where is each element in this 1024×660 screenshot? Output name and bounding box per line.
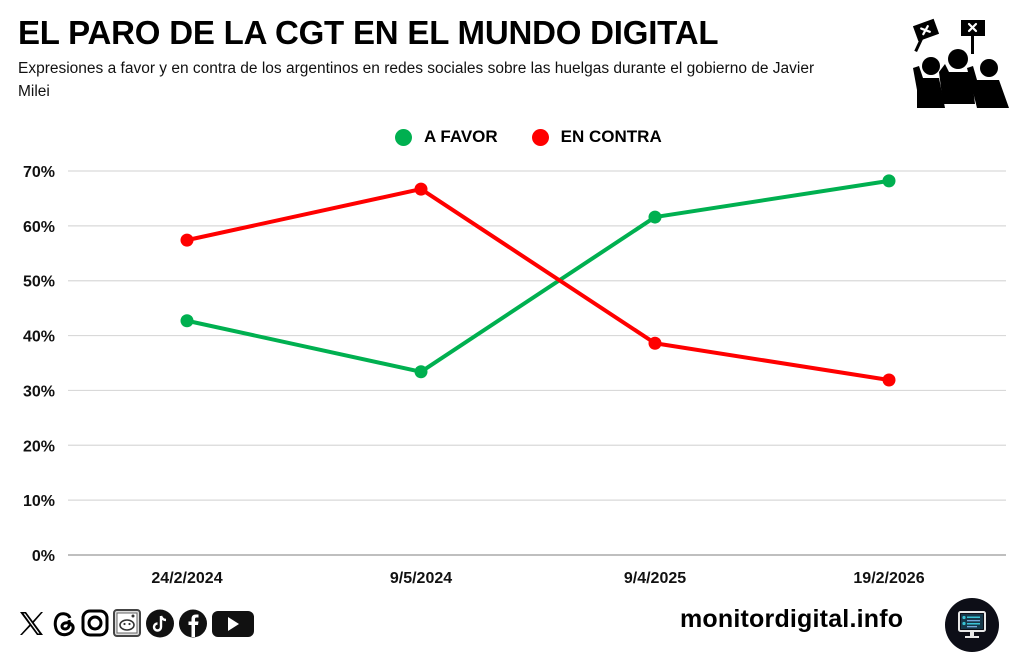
facebook-icon[interactable] xyxy=(178,608,208,639)
contra-data-point xyxy=(648,336,662,350)
legend-item-favor: A FAVOR xyxy=(395,127,498,147)
favor-data-point xyxy=(180,314,194,328)
monitor-icon-badge xyxy=(945,598,999,652)
y-tick-label: 50% xyxy=(23,274,55,291)
reddit-icon[interactable] xyxy=(112,608,142,639)
favor-series-line xyxy=(186,178,890,374)
y-tick-label: 60% xyxy=(23,219,55,236)
contra-data-point xyxy=(414,182,428,196)
legend-label-contra: EN CONTRA xyxy=(560,127,662,146)
protest-crowd-icon xyxy=(912,18,1009,108)
instagram-icon[interactable] xyxy=(81,608,109,639)
contra-series-line xyxy=(186,187,890,382)
legend-item-contra: EN CONTRA xyxy=(531,127,662,147)
y-tick-label: 30% xyxy=(23,383,55,400)
favor-data-point xyxy=(414,365,428,379)
favor-data-point xyxy=(648,210,662,224)
social-icons xyxy=(16,608,255,639)
y-tick-label: 40% xyxy=(23,329,55,346)
chart-title: EL PARO DE LA CGT EN EL MUNDO DIGITAL xyxy=(18,14,719,51)
legend-dot-contra xyxy=(531,128,549,146)
tiktok-icon[interactable] xyxy=(145,608,175,639)
x-tick-label: 9/4/2025 xyxy=(624,570,686,587)
monitor-icon xyxy=(958,611,986,638)
x-tick-label: 9/5/2024 xyxy=(390,570,452,587)
threads-icon[interactable] xyxy=(50,608,78,639)
y-tick-label: 20% xyxy=(23,438,55,455)
legend-label-favor: A FAVOR xyxy=(424,127,498,146)
site-url[interactable]: monitordigital.info xyxy=(680,605,904,633)
x-tick-label: 19/2/2026 xyxy=(853,570,924,587)
youtube-icon[interactable] xyxy=(211,608,255,639)
y-tick-label: 70% xyxy=(23,164,55,181)
y-tick-label: 0% xyxy=(32,548,55,565)
line-chart: 0% 10% 20% 30% 40% 50% 60% 70% 24/2/2024 9/5/2024… xyxy=(23,164,1006,587)
chart-legend: A FAVOR EN CONTRA xyxy=(395,127,696,147)
x-tick-label: 24/2/2024 xyxy=(151,570,222,587)
contra-data-point xyxy=(180,233,194,247)
y-tick-label: 10% xyxy=(23,493,55,510)
chart-subtitle: Expresiones a favor y en contra de los a… xyxy=(18,60,815,100)
x-icon[interactable] xyxy=(16,608,47,639)
favor-data-point xyxy=(882,174,896,188)
contra-data-point xyxy=(882,373,896,387)
legend-dot-favor xyxy=(395,128,412,146)
